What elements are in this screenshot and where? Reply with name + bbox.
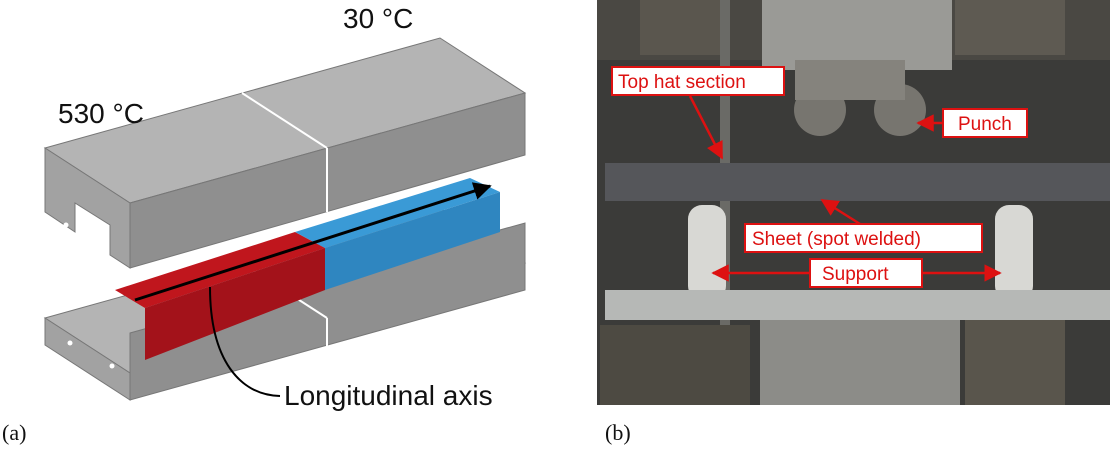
annotation: 30 °C bbox=[343, 3, 413, 34]
panel-a-diagram: 530 °C 30 °C Longitudinal axis bbox=[45, 3, 525, 411]
annotation: Punch bbox=[958, 114, 1012, 135]
annotation: Sheet (spot welded) bbox=[752, 229, 921, 250]
annotation: Longitudinal axis bbox=[284, 380, 493, 411]
panel-label: (b) bbox=[605, 420, 631, 445]
panel-b-photo: Top hat section Punch Sheet (spot welded… bbox=[597, 0, 1110, 405]
annotation: Support bbox=[822, 264, 889, 285]
figure: 530 °C 30 °C Longitudinal axis (a) Top h… bbox=[0, 0, 1110, 450]
panel-label: (a) bbox=[2, 420, 26, 445]
annotation: 530 °C bbox=[58, 98, 144, 129]
annotation: Top hat section bbox=[618, 72, 746, 93]
